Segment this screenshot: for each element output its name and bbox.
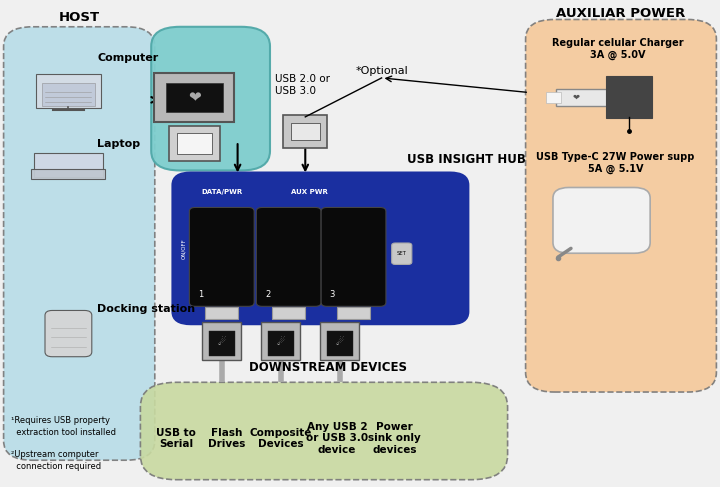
FancyBboxPatch shape — [140, 382, 508, 480]
Text: USB Type-C 27W Power supp
5A @ 5.1V: USB Type-C 27W Power supp 5A @ 5.1V — [536, 152, 695, 174]
FancyBboxPatch shape — [155, 73, 235, 122]
FancyBboxPatch shape — [35, 74, 101, 108]
FancyBboxPatch shape — [166, 82, 223, 112]
FancyBboxPatch shape — [168, 127, 220, 161]
Text: ON/OFF: ON/OFF — [181, 238, 186, 259]
FancyBboxPatch shape — [205, 307, 238, 319]
Text: ¹Requires USB property
  extraction tool installed: ¹Requires USB property extraction tool i… — [11, 416, 116, 437]
FancyBboxPatch shape — [189, 207, 254, 306]
FancyBboxPatch shape — [337, 307, 370, 319]
FancyBboxPatch shape — [32, 169, 106, 179]
Text: Flash
Drives: Flash Drives — [208, 428, 246, 449]
FancyBboxPatch shape — [268, 331, 294, 356]
FancyBboxPatch shape — [173, 173, 468, 324]
FancyBboxPatch shape — [34, 152, 103, 177]
FancyBboxPatch shape — [45, 311, 92, 356]
FancyBboxPatch shape — [392, 243, 412, 264]
FancyBboxPatch shape — [321, 207, 386, 306]
Text: 3: 3 — [330, 290, 335, 299]
Text: ☄: ☄ — [217, 337, 226, 347]
Text: SET: SET — [397, 251, 407, 256]
Text: Docking station: Docking station — [97, 304, 195, 314]
Text: ❤: ❤ — [188, 90, 201, 105]
FancyBboxPatch shape — [272, 307, 305, 319]
FancyBboxPatch shape — [4, 27, 155, 460]
FancyBboxPatch shape — [606, 76, 652, 118]
FancyBboxPatch shape — [556, 89, 611, 106]
Text: USB to
Serial: USB to Serial — [156, 428, 197, 449]
Text: 1: 1 — [198, 290, 203, 299]
Text: ☄: ☄ — [336, 337, 344, 347]
FancyBboxPatch shape — [202, 322, 241, 360]
FancyBboxPatch shape — [327, 331, 353, 356]
Text: AUXILIAR POWER: AUXILIAR POWER — [556, 7, 685, 20]
Text: Power
sink only
devices: Power sink only devices — [368, 422, 421, 455]
Text: Any USB 2
or USB 3.0
device: Any USB 2 or USB 3.0 device — [306, 422, 368, 455]
Text: AUX PWR: AUX PWR — [291, 189, 328, 195]
Text: Regular celular Charger
3A @ 5.0V: Regular celular Charger 3A @ 5.0V — [552, 38, 683, 59]
FancyBboxPatch shape — [291, 123, 320, 140]
Text: Laptop: Laptop — [97, 139, 140, 149]
FancyBboxPatch shape — [526, 19, 716, 392]
FancyBboxPatch shape — [176, 133, 212, 154]
FancyBboxPatch shape — [553, 187, 650, 253]
FancyBboxPatch shape — [209, 331, 235, 356]
Text: DATA/PWR: DATA/PWR — [201, 189, 243, 195]
FancyBboxPatch shape — [320, 322, 359, 360]
Text: *Optional: *Optional — [355, 66, 408, 75]
Text: USB INSIGHT HUB: USB INSIGHT HUB — [407, 152, 526, 166]
FancyBboxPatch shape — [261, 322, 300, 360]
FancyBboxPatch shape — [284, 115, 327, 148]
Text: DOWNSTREAM DEVICES: DOWNSTREAM DEVICES — [248, 360, 407, 374]
FancyBboxPatch shape — [151, 27, 270, 170]
Text: 2: 2 — [265, 290, 270, 299]
Text: Composite
Devices: Composite Devices — [250, 428, 312, 449]
FancyBboxPatch shape — [256, 207, 321, 306]
Text: USB 2.0 or
USB 3.0: USB 2.0 or USB 3.0 — [275, 75, 330, 96]
Text: ²Upstream computer
  connection required: ²Upstream computer connection required — [11, 450, 101, 471]
Text: ☄: ☄ — [276, 337, 285, 347]
Text: ❤: ❤ — [572, 93, 579, 102]
FancyBboxPatch shape — [546, 92, 561, 103]
FancyBboxPatch shape — [42, 83, 95, 106]
Text: Computer: Computer — [97, 54, 158, 63]
Text: HOST: HOST — [58, 11, 100, 23]
